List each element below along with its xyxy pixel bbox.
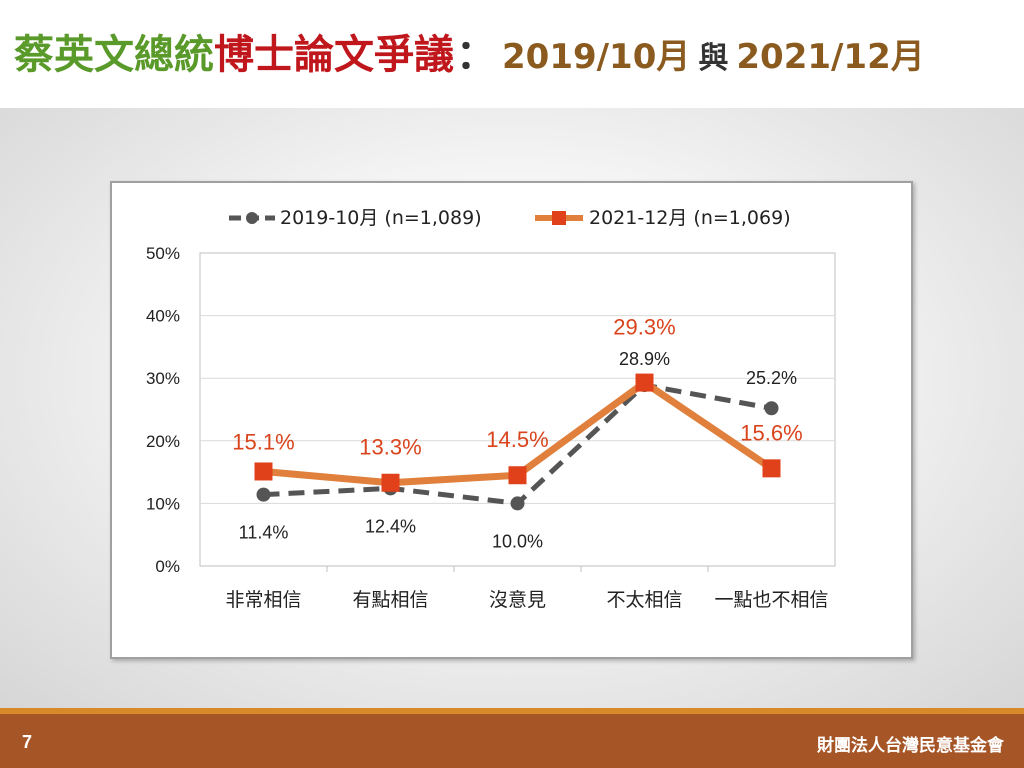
y-tick-label: 50% xyxy=(146,244,180,263)
organization-name: 財團法人台灣民意基金會 xyxy=(817,736,1004,756)
series-2021-point xyxy=(381,473,400,492)
x-tick-label: 沒意見 xyxy=(489,589,546,611)
series-2021-data-label: 13.3% xyxy=(359,435,421,460)
legend-2021-label: 2021-12月 (n=1,069) xyxy=(589,207,791,229)
title-subject: 蔡英文總統 xyxy=(14,32,214,78)
series-2021-data-label: 15.6% xyxy=(740,420,802,445)
legend-2019-label: 2019-10月 (n=1,089) xyxy=(280,207,482,229)
legend-2019-swatch-marker xyxy=(246,212,258,224)
series-2019-data-label: 25.2% xyxy=(746,368,797,388)
series-2019-point xyxy=(764,401,779,416)
series-2019-data-label: 10.0% xyxy=(492,531,543,551)
title-period-1: 2019/10月 xyxy=(502,37,691,77)
x-tick-label: 非常相信 xyxy=(225,589,301,611)
y-tick-label: 30% xyxy=(146,369,180,388)
y-tick-label: 40% xyxy=(146,307,180,326)
series-2019-point xyxy=(510,496,525,511)
series-2019-data-label: 28.9% xyxy=(619,349,670,369)
series-2021-data-label: 14.5% xyxy=(486,427,548,452)
series-2021-point xyxy=(762,459,781,478)
title-connector: 與 xyxy=(698,41,729,76)
footer-bar: 7 財團法人台灣民意基金會 xyxy=(0,714,1024,768)
page-number: 7 xyxy=(22,732,33,752)
title-topic: 博士論文爭議 xyxy=(214,32,454,78)
series-2019-point xyxy=(256,487,271,502)
plot-area-frame xyxy=(199,252,836,567)
x-tick-label: 一點也不相信 xyxy=(714,589,828,611)
y-tick-label: 20% xyxy=(146,432,180,451)
chart-panel: 0% 10% 20% 30% 40% 50% 非常相信 有點相信 沒意見 不太相信 一點也不相信 11… xyxy=(110,181,913,659)
x-tick-label: 不太相信 xyxy=(606,589,682,611)
legend-2021-swatch-marker xyxy=(552,211,566,225)
y-tick-label: 0% xyxy=(155,557,180,576)
series-2021-point xyxy=(254,462,273,481)
title-colon: ： xyxy=(456,32,496,78)
series-2021-point xyxy=(635,373,654,392)
series-2021-data-label: 29.3% xyxy=(613,315,675,340)
y-tick-label: 10% xyxy=(146,494,180,513)
series-2019-data-label: 12.4% xyxy=(365,516,416,536)
series-2021-point xyxy=(508,466,527,485)
slide-title: 蔡英文總統博士論文爭議： 2019/10月與 2021/12月 xyxy=(14,22,925,94)
x-tick-label: 有點相信 xyxy=(352,589,428,611)
series-2021-data-label: 15.1% xyxy=(232,429,294,454)
footer-accent-line xyxy=(0,708,1024,714)
title-period-2: 2021/12月 xyxy=(736,37,925,77)
line-chart: 0% 10% 20% 30% 40% 50% 非常相信 有點相信 沒意見 不太相信 一點也不相信 11… xyxy=(146,207,836,611)
series-2019-data-label: 11.4% xyxy=(239,523,289,543)
